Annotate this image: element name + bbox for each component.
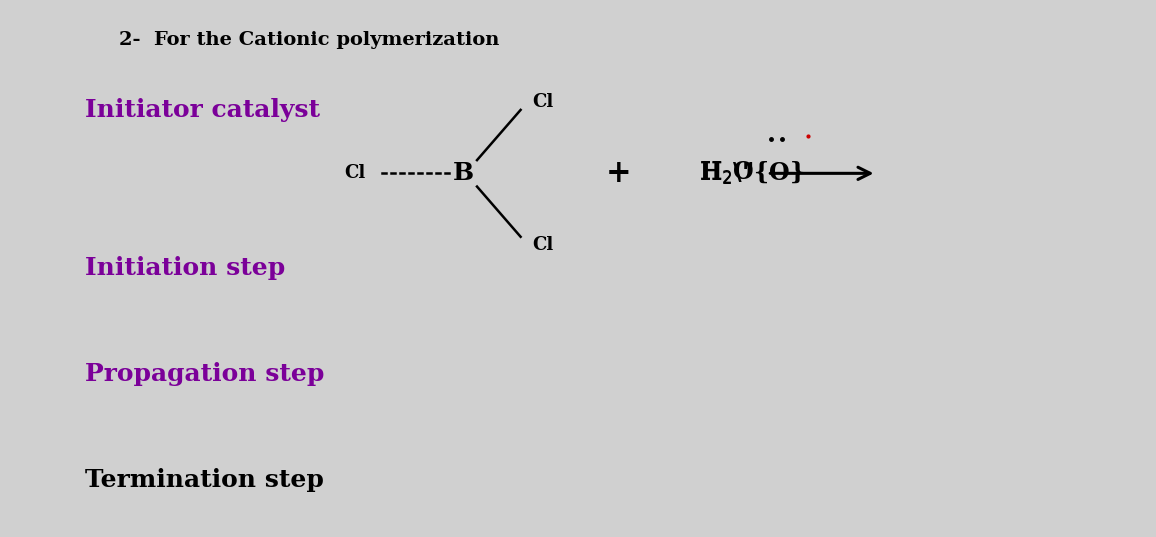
Text: Cl: Cl [532,93,554,111]
Text: Cl: Cl [532,236,554,253]
Text: 2-  For the Cationic polymerization: 2- For the Cationic polymerization [119,31,499,49]
Text: Propagation step: Propagation step [84,362,324,386]
Text: Initiation step: Initiation step [84,257,284,280]
Text: Initiator catalyst: Initiator catalyst [84,98,319,122]
Text: B: B [453,161,474,185]
Text: Cl: Cl [344,164,365,183]
Text: H$_2$O: H$_2$O [698,160,754,186]
Text: H$_2$\"{O}: H$_2$\"{O} [698,159,805,187]
Text: Termination step: Termination step [84,468,324,492]
Text: +: + [606,158,631,189]
